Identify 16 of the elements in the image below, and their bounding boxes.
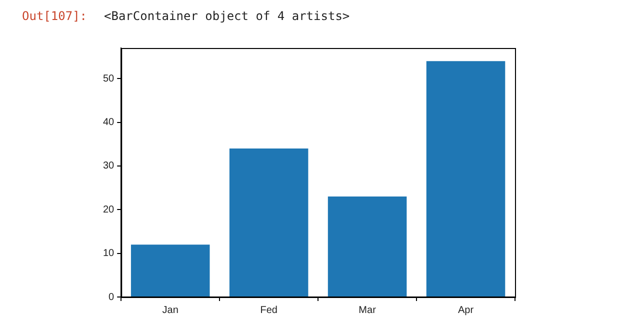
- x-tick-label: Fed: [260, 304, 278, 316]
- y-tick-label: 30: [103, 160, 115, 172]
- y-tick-label: 20: [103, 204, 115, 216]
- bar: [130, 244, 210, 296]
- y-tick-label: 10: [103, 248, 115, 260]
- y-tick-label: 0: [108, 292, 115, 303]
- x-tick-label: Jan: [162, 304, 178, 316]
- y-tick-label: 40: [103, 117, 115, 128]
- bar: [328, 196, 407, 296]
- bar: [229, 148, 308, 296]
- x-tick-label: Apr: [458, 304, 474, 316]
- bar: [426, 61, 506, 296]
- text: Out[107]:: [22, 9, 88, 23]
- x-tick-label: Mar: [358, 304, 377, 316]
- y-tick-label: 50: [103, 73, 115, 84]
- text: <BarContainer object of 4 artists>: [104, 9, 350, 23]
